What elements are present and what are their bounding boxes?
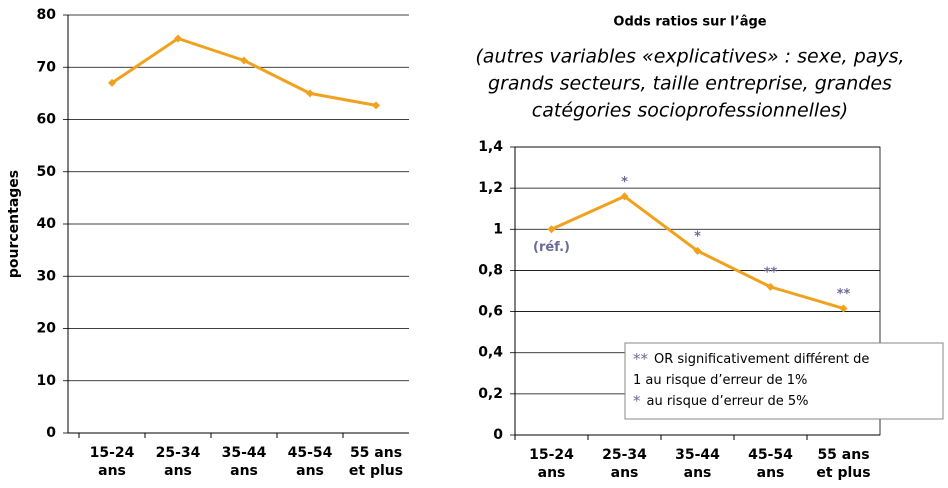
note-line: 1 au risque d’erreur de 1% (633, 373, 807, 388)
y-tick-label: 0 (493, 427, 503, 443)
x-tick-label: 55 ans (817, 447, 869, 463)
point (240, 56, 248, 65)
x-tick-label: ans (538, 465, 566, 481)
y-tick-label: 80 (37, 7, 57, 23)
value-annotation: ** (764, 265, 778, 280)
point (839, 304, 848, 313)
value-annotation: ** (837, 287, 851, 302)
y-tick-label: 70 (37, 59, 57, 75)
note-box (624, 342, 944, 420)
point (174, 34, 182, 43)
x-tick-label: et plus (349, 463, 403, 479)
point (620, 192, 629, 201)
x-tick-label: 45-54 (748, 447, 793, 463)
value-annotation: (réf.) (533, 240, 570, 255)
x-tick-label: ans (230, 463, 258, 479)
note-mark: * (633, 392, 641, 410)
line (111, 36, 377, 107)
chart-subtitle: grands secteurs, taille entreprise, gran… (488, 73, 892, 95)
y-tick-label: 1 (493, 221, 503, 237)
note-mark: ** (633, 350, 649, 368)
note-text: au risque d’erreur de 5% (647, 394, 809, 409)
y-tick-label: 60 (37, 112, 57, 128)
x-tick-label: ans (684, 465, 712, 481)
x-tick-label: et plus (816, 465, 870, 481)
y-tick-label: 0,6 (478, 304, 503, 320)
chart-subtitle: catégories socioprofessionnelles) (532, 100, 848, 122)
x-tick-label: 15-24 (529, 447, 574, 463)
x-tick-label: 45-54 (288, 445, 333, 461)
x-tick-label: ans (757, 465, 785, 481)
y-tick-label: 0,8 (478, 262, 503, 278)
y-tick-label: 1,4 (478, 139, 503, 155)
y-tick-label: 0 (46, 425, 56, 441)
x-tick-label: 35-44 (222, 445, 267, 461)
note-line: ** OR significativement différent de (633, 350, 869, 368)
chart-title: Odds ratios sur l’âge (613, 15, 766, 30)
x-tick-label: 15-24 (90, 445, 135, 461)
value-annotation: * (694, 229, 701, 244)
point (306, 89, 314, 98)
y-tick-label: 0,2 (478, 386, 503, 402)
point (766, 282, 775, 291)
y-tick-label: 20 (37, 321, 57, 337)
point (372, 101, 380, 110)
x-tick-label: ans (164, 463, 192, 479)
x-tick-label: 25-34 (602, 447, 647, 463)
y-axis-label: pourcentages (6, 170, 22, 278)
x-tick-label: ans (98, 463, 126, 479)
y-tick-label: 50 (37, 164, 57, 180)
y-tick-label: 10 (37, 373, 57, 389)
value-annotation: * (621, 175, 628, 190)
plot-border (514, 146, 881, 436)
y-tick-label: 30 (37, 268, 57, 284)
note-text: OR significativement différent de (654, 352, 869, 367)
point (547, 225, 556, 234)
x-tick-label: 35-44 (675, 447, 720, 463)
y-tick-label: 1,2 (478, 180, 503, 196)
y-tick-label: 0,4 (478, 345, 503, 361)
point (693, 246, 702, 255)
point (108, 78, 116, 87)
x-tick-label: 25-34 (156, 445, 201, 461)
y-tick-label: 40 (37, 216, 57, 232)
x-tick-label: 55 ans (350, 445, 402, 461)
note-line: * au risque d’erreur de 5% (633, 392, 808, 410)
note-text: 1 au risque d’erreur de 1% (633, 373, 807, 388)
chart-subtitle: (autres variables «explicatives» : sexe,… (475, 46, 904, 68)
x-tick-label: ans (296, 463, 324, 479)
x-tick-label: ans (611, 465, 639, 481)
